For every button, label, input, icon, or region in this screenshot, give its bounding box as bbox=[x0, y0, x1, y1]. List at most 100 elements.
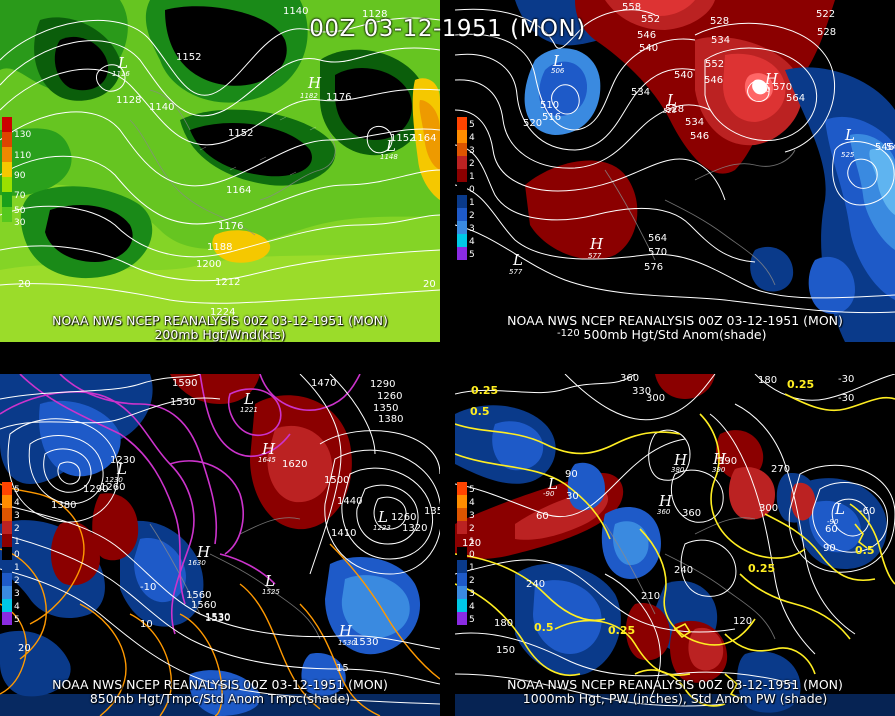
contour-label: 1560 bbox=[191, 600, 216, 611]
contour-label: 546 bbox=[875, 142, 894, 153]
contour-label: 528 bbox=[817, 27, 836, 38]
contour-label: 1188 bbox=[207, 242, 232, 253]
contour-label: 180 bbox=[758, 375, 777, 386]
map-200mb-canvas: 130 110 90 70 50 30 1140 1128 1152 1128 … bbox=[0, 0, 440, 342]
low-pressure-marker: L 1223 bbox=[373, 508, 391, 532]
contour-label: 1440 bbox=[337, 496, 362, 507]
contour-label: -60 bbox=[859, 506, 875, 517]
contour-label: -10 bbox=[140, 582, 156, 593]
contour-label: 534 bbox=[685, 117, 704, 128]
legend-label: 1 bbox=[469, 198, 475, 208]
map-main-title: 00Z 03-12-1951 (MON) bbox=[309, 16, 586, 42]
contour-label: 300 bbox=[759, 503, 778, 514]
low-pressure-marker: L 1116 bbox=[112, 54, 130, 78]
legend-label: 5 bbox=[469, 250, 475, 260]
contour-label: 300 bbox=[646, 393, 665, 404]
svg-text:-90: -90 bbox=[543, 490, 555, 498]
contour-label: 1140 bbox=[283, 6, 308, 17]
svg-text:1221: 1221 bbox=[240, 406, 258, 414]
contour-label: 1152 bbox=[390, 133, 415, 144]
map-1000mb-canvas: 5 4 3 2 1 0 1 2 3 4 5 360 330 300 180 -3… bbox=[455, 374, 895, 716]
contour-label: 1230 bbox=[110, 455, 135, 466]
svg-text:-90: -90 bbox=[827, 518, 839, 526]
contour-label: 540 bbox=[639, 43, 658, 54]
svg-text:L: L bbox=[512, 251, 523, 269]
contour-label: 564 bbox=[648, 233, 667, 244]
legend-std-anomaly: 5 4 3 2 1 0 1 2 3 4 5 bbox=[457, 117, 475, 260]
contour-label: 15 bbox=[336, 663, 349, 674]
contour-label: 1128 bbox=[116, 95, 141, 106]
contour-label: 1260 bbox=[377, 391, 402, 402]
svg-text:H: H bbox=[261, 440, 276, 458]
svg-text:1182: 1182 bbox=[300, 92, 318, 100]
legend-label: 2 bbox=[14, 524, 20, 534]
svg-text:L: L bbox=[116, 460, 127, 478]
contour-label: 1176 bbox=[326, 92, 351, 103]
legend-label: 4 bbox=[14, 602, 20, 612]
contour-label: 1260 bbox=[391, 512, 416, 523]
high-pressure-marker: H 1630 bbox=[188, 543, 211, 567]
high-pressure-marker: H 380 bbox=[671, 451, 688, 474]
svg-text:L: L bbox=[547, 475, 558, 493]
low-pressure-marker: L -90 bbox=[827, 500, 845, 526]
contour-label: 1128 bbox=[362, 9, 387, 20]
svg-text:L: L bbox=[844, 126, 855, 144]
contour-label: -30 bbox=[838, 374, 854, 385]
legend-label: 4 bbox=[469, 237, 475, 247]
contour-label: 1620 bbox=[282, 459, 307, 470]
svg-text:L: L bbox=[264, 572, 275, 590]
legend-label: 1 bbox=[14, 563, 20, 573]
contour-label: 516 bbox=[542, 112, 561, 123]
svg-text:L: L bbox=[377, 508, 388, 526]
contour-label: 564 bbox=[786, 93, 805, 104]
contour-label: 576 bbox=[644, 262, 663, 273]
contour-label: 1290 bbox=[83, 484, 108, 495]
contour-label: 510 bbox=[540, 100, 559, 111]
low-pressure-marker: L -90 bbox=[543, 475, 558, 498]
contour-label: 20 bbox=[423, 279, 436, 290]
panel-200mb-map: 130 110 90 70 50 30 1140 1128 1152 1128 … bbox=[0, 0, 440, 342]
legend-label: 5 bbox=[469, 485, 475, 495]
high-pressure-marker: H 577 bbox=[588, 235, 604, 260]
panel-1000mb-map: 5 4 3 2 1 0 1 2 3 4 5 360 330 300 180 -3… bbox=[455, 374, 895, 716]
contour-label: 240 bbox=[526, 579, 545, 590]
contour-label: 1260 bbox=[100, 482, 125, 493]
contour-label: 1530 bbox=[353, 637, 378, 648]
low-pressure-marker: L 1148 bbox=[380, 137, 398, 161]
contour-label: 1350 bbox=[424, 506, 440, 517]
panel-caption: NOAA NWS NCEP REANALYSIS 00Z 03-12-1951 … bbox=[0, 678, 440, 706]
legend-label: 2 bbox=[14, 576, 20, 586]
contour-label: 546 bbox=[690, 131, 709, 142]
low-pressure-marker: L 577 bbox=[509, 251, 523, 276]
svg-text:506: 506 bbox=[551, 67, 565, 75]
panel-caption: NOAA NWS NCEP REANALYSIS 00Z 03-12-1951 … bbox=[0, 314, 440, 342]
svg-text:360: 360 bbox=[657, 508, 671, 516]
contour-label: 1200 bbox=[196, 259, 221, 270]
caption-source: NOAA NWS NCEP REANALYSIS 00Z 03-12-1951 … bbox=[52, 313, 388, 328]
contour-label: 1290 bbox=[370, 379, 395, 390]
svg-text:H: H bbox=[338, 622, 353, 640]
contour-label: 1380 bbox=[378, 414, 403, 425]
svg-text:H: H bbox=[712, 450, 727, 468]
contour-label: 552 bbox=[705, 59, 724, 70]
contour-label: 1212 bbox=[215, 277, 240, 288]
svg-text:577: 577 bbox=[588, 252, 602, 260]
legend-label: 3 bbox=[14, 589, 20, 599]
contour-label: 240 bbox=[674, 565, 693, 576]
high-pressure-marker: H 360 bbox=[657, 492, 673, 516]
contour-label: 528 bbox=[665, 104, 684, 115]
legend-label: 70 bbox=[14, 191, 26, 201]
legend-label: 2 bbox=[469, 576, 475, 586]
svg-text:H: H bbox=[307, 74, 322, 92]
legend-label: 5 bbox=[14, 485, 20, 495]
contour-label: 1152 bbox=[176, 52, 201, 63]
contour-label: 570 bbox=[648, 247, 667, 258]
caption-source: NOAA NWS NCEP REANALYSIS 00Z 03-12-1951 … bbox=[507, 677, 843, 692]
svg-text:1116: 1116 bbox=[112, 70, 130, 78]
legend-wind-speed: 130 110 90 70 50 30 bbox=[2, 117, 31, 228]
legend-label: 4 bbox=[14, 498, 20, 508]
svg-text:H: H bbox=[589, 235, 604, 253]
legend-label: 1 bbox=[469, 563, 475, 573]
panel-caption: NOAA NWS NCEP REANALYSIS 00Z 03-12-1951 … bbox=[455, 678, 895, 706]
map-500mb-canvas: 5 4 3 2 1 0 1 2 3 4 5 558 552 546 540 52… bbox=[455, 0, 895, 342]
